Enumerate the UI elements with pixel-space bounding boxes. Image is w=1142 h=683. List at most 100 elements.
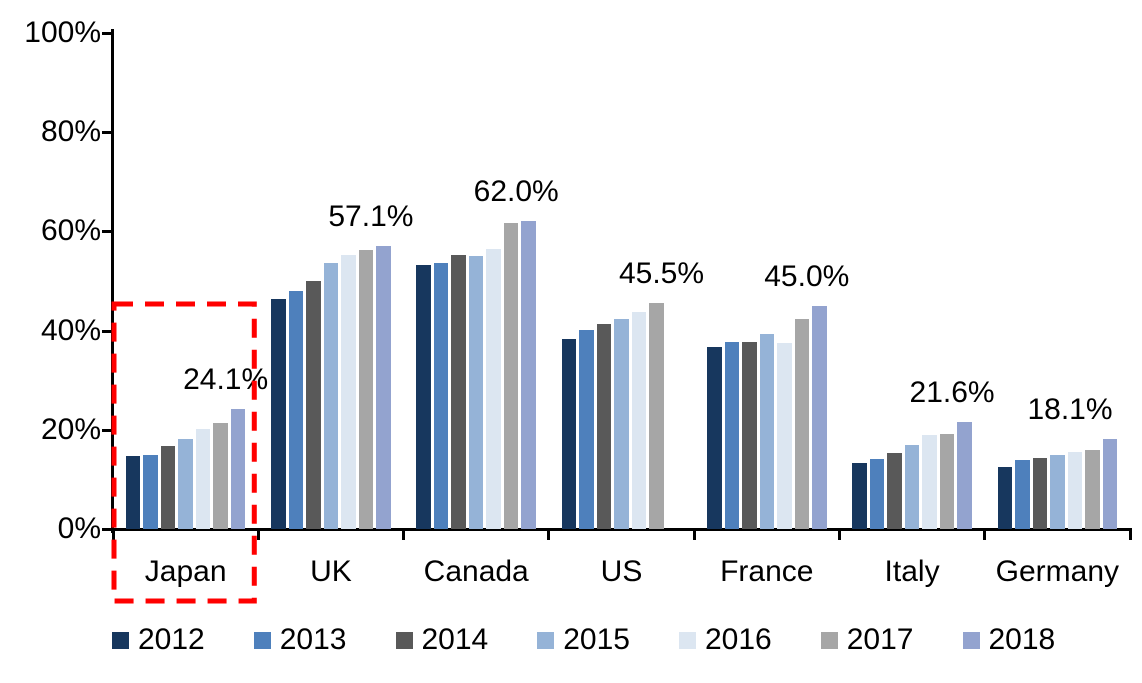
y-tick <box>102 428 112 432</box>
bar-value-label: 18.1% <box>1027 393 1113 427</box>
bar <box>376 245 391 529</box>
bar <box>160 446 176 529</box>
x-tick <box>111 529 115 540</box>
highlight-box <box>111 301 257 604</box>
category-label: France <box>720 555 814 588</box>
legend-label: 2012 <box>138 623 205 656</box>
x-tick <box>256 529 260 540</box>
x-tick <box>547 529 551 540</box>
bar-value-label: 45.5% <box>618 257 705 291</box>
legend-swatch <box>112 631 129 649</box>
legend-item: 2015 <box>537 624 630 656</box>
bar <box>794 318 810 529</box>
bar <box>358 250 374 529</box>
category-label: Japan <box>144 555 227 588</box>
bar <box>759 334 775 529</box>
bar <box>125 455 141 529</box>
bar <box>195 429 211 529</box>
x-tick <box>837 529 841 540</box>
bar <box>230 409 246 529</box>
bar <box>486 248 501 529</box>
y-tick <box>102 329 112 333</box>
category-label: UK <box>310 555 352 588</box>
bar-value-label: 57.1% <box>328 199 414 233</box>
legend-swatch <box>962 631 980 649</box>
legend-item: 2018 <box>962 623 1056 656</box>
x-axis <box>108 528 1132 531</box>
bar <box>887 453 902 529</box>
bar <box>869 458 885 529</box>
y-tick <box>102 528 112 531</box>
category-label: US <box>600 555 643 588</box>
x-tick <box>402 529 406 540</box>
legend-label: 2018 <box>988 623 1056 656</box>
x-tick <box>983 529 987 540</box>
y-tick <box>102 230 112 234</box>
bar <box>1085 449 1100 529</box>
legend-label: 2013 <box>279 623 347 656</box>
bar <box>777 343 792 529</box>
bar <box>614 319 629 529</box>
y-tick <box>102 131 112 135</box>
bar <box>1050 455 1065 529</box>
y-tick-label: 0% <box>57 512 101 545</box>
bar <box>904 445 920 529</box>
legend: 2012 2013 2014 2015 2016 2017 2018 <box>112 624 1055 656</box>
y-tick <box>102 32 112 35</box>
bar <box>957 421 972 529</box>
category-label: Germany <box>995 555 1120 588</box>
legend-item: 2014 <box>395 623 489 656</box>
bar <box>939 433 955 529</box>
y-tick-label: 100% <box>24 16 101 49</box>
bar <box>521 221 536 529</box>
bar-value-label: 45.0% <box>764 259 850 293</box>
bar <box>503 223 519 529</box>
bar <box>323 263 339 529</box>
category-label: Canada <box>423 555 529 588</box>
bar <box>707 347 722 529</box>
bar <box>1032 457 1048 529</box>
bar <box>631 312 647 529</box>
bar <box>579 329 594 529</box>
legend-item: 2016 <box>679 624 772 656</box>
legend-swatch <box>679 631 696 649</box>
legend-swatch <box>395 631 413 649</box>
legend-label: 2014 <box>421 623 489 656</box>
bar <box>812 305 827 529</box>
bar <box>922 434 937 529</box>
bar <box>1102 439 1118 529</box>
bar <box>433 262 449 529</box>
legend-label: 2016 <box>705 623 772 656</box>
bar-value-label: 21.6% <box>909 375 995 409</box>
bar <box>416 265 431 529</box>
bar <box>451 255 466 529</box>
bar <box>306 280 321 529</box>
legend-label: 2015 <box>563 623 630 656</box>
bar <box>561 339 577 529</box>
x-tick <box>1128 529 1132 540</box>
bar <box>288 290 304 529</box>
bar <box>1015 459 1030 529</box>
bar <box>341 255 356 529</box>
bar <box>742 342 757 529</box>
legend-swatch <box>820 631 838 649</box>
y-axis <box>111 29 114 533</box>
bar-value-label: 62.0% <box>473 175 559 209</box>
bar <box>997 467 1013 529</box>
y-tick-label: 80% <box>40 115 101 149</box>
bar <box>143 454 158 529</box>
legend-swatch <box>537 631 555 649</box>
bar <box>468 256 484 529</box>
bar <box>724 341 740 529</box>
legend-item: 2017 <box>820 623 914 656</box>
legend-label: 2017 <box>846 623 914 656</box>
bar <box>1067 452 1083 529</box>
category-label: Italy <box>884 555 940 588</box>
bar <box>178 438 193 529</box>
legend-item: 2013 <box>253 623 347 656</box>
legend-swatch <box>253 631 271 649</box>
bar <box>271 299 286 529</box>
bar <box>852 463 867 529</box>
